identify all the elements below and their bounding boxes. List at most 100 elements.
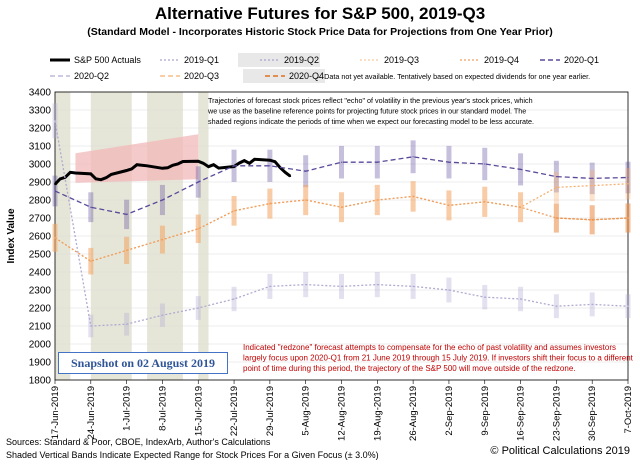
point-q2020_1-5 <box>233 165 235 167</box>
x-tick-label-11: 2-Sep-2019 <box>444 386 455 436</box>
point-q2020_2-8 <box>340 285 343 287</box>
legend: S&P 500 Actuals 2019-Q1 2019-Q2 2019-Q3 2019… <box>50 53 599 83</box>
point-actuals-10 <box>125 169 128 172</box>
y-tick-label-3100: 3100 <box>29 142 52 153</box>
point-q2020_2-1 <box>90 325 92 327</box>
x-tick-label-13: 16-Sep-2019 <box>516 386 527 441</box>
snapshot-label: Snapshot on 02 August 2019 <box>58 352 228 374</box>
point-q2019_4-13 <box>519 206 522 208</box>
note-bottom-line-2: point of time during this period, the tr… <box>243 364 575 373</box>
y-tick-label-2000: 2000 <box>29 340 52 351</box>
y-tick-label-2400: 2400 <box>29 268 52 279</box>
x-tick-label-9: 19-Aug-2019 <box>372 386 383 441</box>
point-q2020_2-15 <box>591 303 593 305</box>
point-actuals-9 <box>110 173 113 176</box>
point-q2019_4-10 <box>412 195 414 197</box>
y-tick-label-2200: 2200 <box>29 304 52 315</box>
y-tick-label-2900: 2900 <box>29 178 52 189</box>
series-line-actuals <box>53 157 292 186</box>
y-tick-label-2800: 2800 <box>29 196 52 207</box>
note-top-line-2: shaded regions indicate the periods of t… <box>208 117 534 126</box>
legend-shade-2 <box>238 53 320 67</box>
point-q2020_1-13 <box>519 168 522 170</box>
point-q2020_2-3 <box>161 314 164 316</box>
point-q2020_2-16 <box>627 305 629 307</box>
point-actuals-5 <box>90 173 92 175</box>
y-tick-label-2500: 2500 <box>29 250 52 261</box>
sources-text: Sources: Standard & Poor, CBOE, IndexArb… <box>6 437 271 447</box>
point-q2020_3-15 <box>591 185 593 187</box>
point-q2020_2-14 <box>555 305 557 307</box>
point-actuals-3 <box>69 171 72 174</box>
note-bottom-line-0: Indicated "redzone" forecast attempts to… <box>243 343 616 352</box>
legend-label-3: 2019-Q3 <box>384 55 419 65</box>
x-tick-label-15: 30-Sep-2019 <box>587 386 598 441</box>
point-actuals-0 <box>54 183 56 186</box>
point-q2020_1-11 <box>448 161 450 163</box>
notes: Trajectories of forecast stock prices re… <box>207 96 634 373</box>
point-q2019_4-16 <box>627 217 629 219</box>
point-actuals-13 <box>146 165 148 167</box>
point-q2020_1-14 <box>555 176 557 178</box>
plot-area: 1800 1900 2000 2100 2200 2300 2400 2500 2600 2700… <box>6 88 634 441</box>
point-q2019_4-14 <box>555 217 557 219</box>
y-tick-label-2600: 2600 <box>29 232 52 243</box>
legend-label-6: 2020-Q2 <box>74 71 109 81</box>
point-q2020_2-4 <box>197 307 199 309</box>
point-actuals-22 <box>212 163 215 166</box>
y-tick-label-3000: 3000 <box>29 160 52 171</box>
x-tick-label-3: 8-Jul-2019 <box>157 386 168 431</box>
x-tick-label-4: 15-Jul-2019 <box>193 386 204 436</box>
point-actuals-20 <box>202 162 205 165</box>
point-actuals-8 <box>105 176 107 179</box>
x-tick-label-6: 29-Jul-2019 <box>265 386 276 436</box>
point-q2019_4-5 <box>233 210 235 212</box>
y-tick-label-3200: 3200 <box>29 124 52 135</box>
point-q2019_4-1 <box>90 260 92 262</box>
legend-label-2: 2019-Q2 <box>284 55 319 65</box>
note-bottom-line-1: largely focus upon 2020-Q1 from 21 June … <box>243 354 634 363</box>
point-q2020_2-7 <box>305 284 307 286</box>
point-q2019_4-11 <box>448 204 450 206</box>
point-q2020_2-6 <box>269 285 271 287</box>
point-actuals-18 <box>182 160 184 163</box>
point-q2019_4-15 <box>591 219 593 221</box>
chart-subtitle: (Standard Model - Incorporates Historic … <box>87 26 553 38</box>
shading-note: Shaded Vertical Bands Indicate Expected … <box>6 450 379 460</box>
point-q2019_4-2 <box>126 249 128 251</box>
x-tick-label-1: 24-Jun-2019 <box>86 386 97 439</box>
x-tick-label-12: 9-Sep-2019 <box>480 386 491 436</box>
point-q2020_2-0 <box>54 120 56 122</box>
point-actuals-30 <box>274 160 276 163</box>
point-actuals-28 <box>253 158 256 161</box>
point-q2020_1-10 <box>412 156 414 158</box>
point-actuals-14 <box>161 167 164 170</box>
point-q2020_1-9 <box>376 161 378 163</box>
point-actuals-6 <box>95 178 97 180</box>
legend-label-0: S&P 500 Actuals <box>74 55 141 65</box>
legend-label-5: 2020-Q1 <box>564 55 599 65</box>
point-actuals-25 <box>238 162 240 164</box>
point-q2020_1-3 <box>161 199 164 201</box>
x-tick-label-2: 1-Jul-2019 <box>122 386 133 431</box>
plot-frame <box>54 91 629 381</box>
note-top-line-0: Trajectories of forecast stock prices re… <box>208 96 533 105</box>
point-q2020_2-12 <box>484 296 486 298</box>
point-actuals-11 <box>130 168 133 170</box>
point-actuals-4 <box>74 172 77 174</box>
x-tick-label-5: 22-Jul-2019 <box>229 386 240 436</box>
point-actuals-26 <box>243 159 246 162</box>
legend-note: ← Data not yet available. Tentatively ba… <box>315 72 590 81</box>
point-q2020_1-4 <box>197 181 199 183</box>
y-tick-label-2300: 2300 <box>29 286 52 297</box>
point-actuals-32 <box>284 171 287 174</box>
point-q2019_4-0 <box>54 237 56 239</box>
point-actuals-23 <box>217 167 220 169</box>
point-q2020_1-6 <box>269 165 271 167</box>
point-q2020_1-12 <box>484 163 486 165</box>
x-tick-label-10: 26-Aug-2019 <box>408 386 419 441</box>
y-axis-label: Index Value <box>6 208 17 263</box>
y-tick-label-3400: 3400 <box>29 88 52 99</box>
point-q2019_4-7 <box>305 199 307 201</box>
x-tick-label-7: 5-Aug-2019 <box>301 386 312 436</box>
